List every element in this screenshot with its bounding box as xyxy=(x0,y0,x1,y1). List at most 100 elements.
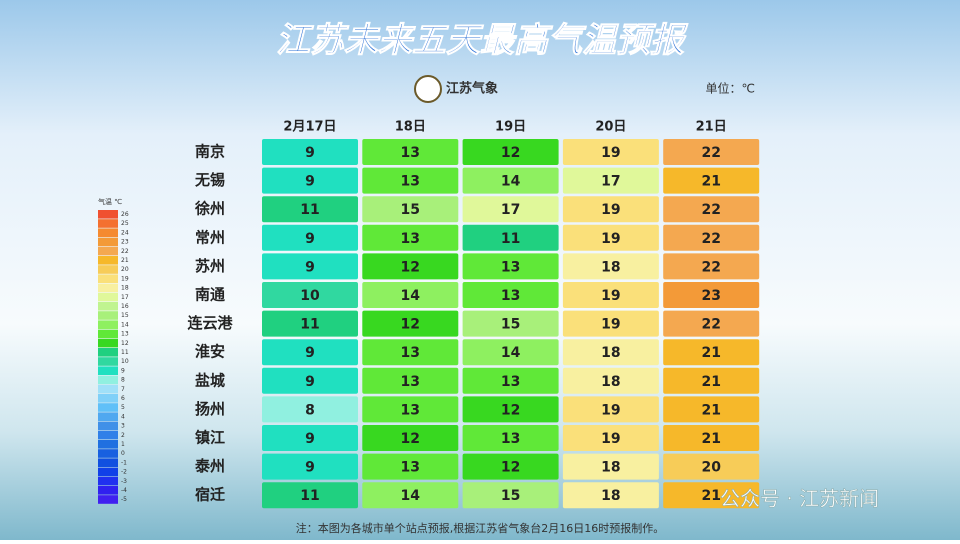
legend-label: 13 xyxy=(121,331,129,338)
legend-swatch xyxy=(98,274,118,283)
cell-value: 13 xyxy=(401,345,420,361)
legend-swatch xyxy=(98,329,118,339)
city-name: 常州 xyxy=(195,228,225,246)
cell xyxy=(362,282,459,308)
city-name: 连云港 xyxy=(187,314,233,332)
legend-swatch xyxy=(98,440,118,449)
city-name: 淮安 xyxy=(195,343,225,361)
unit: 单位：℃ xyxy=(706,81,755,96)
cell xyxy=(462,224,559,251)
cell xyxy=(562,282,659,308)
city-name: 南通 xyxy=(195,286,225,304)
legend-swatch xyxy=(98,265,118,274)
cell-value: 14 xyxy=(501,174,521,190)
footnote: 注：本图为各城市单个站点预报,根据江苏省气象台2月16日16时预报制作。 xyxy=(296,521,665,535)
legend-title: 气温 ℃ xyxy=(98,197,122,206)
cell-value: 12 xyxy=(501,460,520,476)
cell xyxy=(462,253,559,280)
legend-swatch xyxy=(98,357,118,366)
column-header: 21日 xyxy=(696,120,727,135)
cell xyxy=(462,282,559,308)
logo-text: 江苏气象 xyxy=(446,81,498,97)
legend-swatch xyxy=(98,384,118,394)
legend-label: 22 xyxy=(121,248,129,255)
cell xyxy=(262,482,358,509)
cell-value: 9 xyxy=(305,460,315,476)
cell-value: 9 xyxy=(305,174,315,190)
cell xyxy=(562,367,659,394)
cell-value: 12 xyxy=(501,402,520,418)
cell-value: 14 xyxy=(501,345,521,361)
legend-label: 10 xyxy=(121,358,129,365)
cell-value: 22 xyxy=(701,317,720,333)
legend-label: 1 xyxy=(121,441,125,448)
cell xyxy=(262,224,358,251)
cell xyxy=(362,196,459,223)
cell xyxy=(562,196,659,223)
legend-label: 8 xyxy=(121,377,125,384)
legend-swatch xyxy=(98,476,118,486)
cell xyxy=(462,367,559,394)
cell xyxy=(562,425,659,451)
cell-value: 22 xyxy=(701,145,720,161)
cell-value: 21 xyxy=(701,402,720,418)
cell xyxy=(562,339,659,366)
legend-label: -5 xyxy=(121,496,127,503)
legend-swatch xyxy=(98,292,118,302)
cell xyxy=(663,367,760,394)
cell-value: 18 xyxy=(601,374,620,390)
cell xyxy=(262,282,358,308)
legend-swatch xyxy=(98,421,118,431)
legend-swatch xyxy=(98,375,118,385)
cell-value: 9 xyxy=(305,231,315,247)
legend-label: 3 xyxy=(121,423,125,430)
cell-value: 11 xyxy=(300,317,319,333)
cell xyxy=(362,310,459,337)
cell xyxy=(462,139,559,165)
legend-label: 16 xyxy=(121,303,129,310)
cell xyxy=(663,282,760,308)
legend-swatch xyxy=(98,228,118,237)
city-name: 无锡 xyxy=(194,171,225,189)
cell-value: 11 xyxy=(501,231,520,247)
legend-label: 19 xyxy=(121,275,129,282)
legend-swatch xyxy=(98,403,118,412)
cell-value: 21 xyxy=(701,174,720,190)
legend-swatch xyxy=(98,320,118,329)
legend-label: 12 xyxy=(121,340,129,347)
cell-value: 12 xyxy=(401,259,420,275)
legend-swatch xyxy=(98,210,118,219)
cell-value: 12 xyxy=(501,145,520,161)
legend-label: 5 xyxy=(121,404,125,411)
legend-swatch xyxy=(98,394,118,403)
cell-value: 9 xyxy=(305,374,315,390)
cell xyxy=(262,167,358,194)
legend-swatch xyxy=(98,302,118,311)
cell-value: 21 xyxy=(701,488,720,504)
cell-value: 12 xyxy=(401,431,420,447)
legend-swatch xyxy=(98,311,118,320)
cell-value: 19 xyxy=(601,231,620,247)
cell xyxy=(362,253,459,280)
legend-swatch xyxy=(98,237,118,247)
cell-value: 13 xyxy=(401,402,420,418)
cell-value: 15 xyxy=(501,488,520,504)
cell xyxy=(663,139,760,165)
cell xyxy=(262,310,358,337)
cell-value: 13 xyxy=(501,374,520,390)
cell-value: 11 xyxy=(300,202,319,218)
cell xyxy=(663,425,760,451)
cell xyxy=(262,453,358,480)
cell xyxy=(462,310,559,337)
cell xyxy=(663,453,760,480)
city-name: 徐州 xyxy=(194,200,225,218)
cell-value: 13 xyxy=(401,460,420,476)
legend-label: -1 xyxy=(121,459,127,466)
cell xyxy=(562,224,659,251)
cell xyxy=(462,425,559,451)
legend-label: 24 xyxy=(121,229,129,236)
cell-value: 21 xyxy=(701,431,720,447)
cell-value: 13 xyxy=(401,145,420,161)
cell xyxy=(562,167,659,194)
